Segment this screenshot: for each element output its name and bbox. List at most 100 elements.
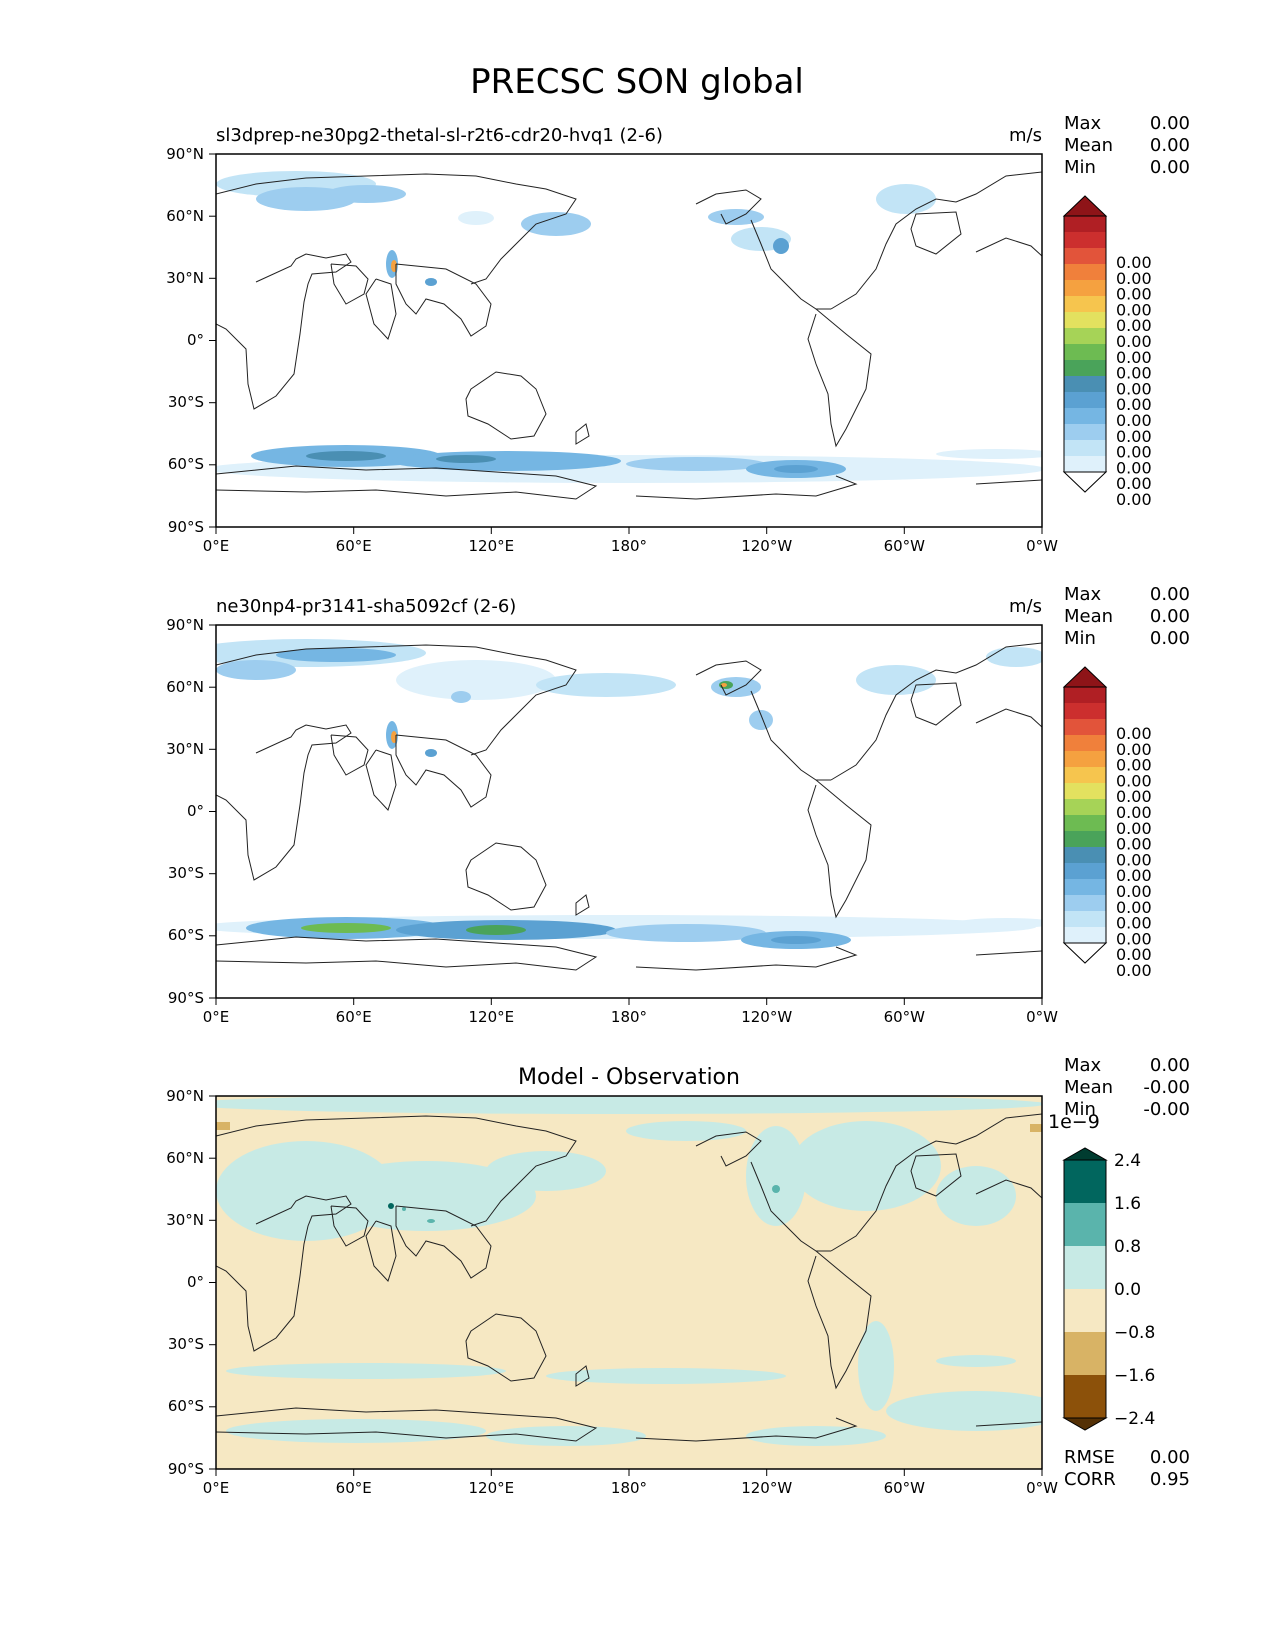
panel-left-title: sl3dprep-ne30pg2-thetal-sl-r2t6-cdr20-hv…	[216, 125, 663, 146]
stat-label: Max	[1064, 1055, 1102, 1076]
colorbar-segment	[1064, 344, 1106, 360]
y-tick-label: 60°S	[168, 926, 204, 944]
colorbar-tick-label: 0.00	[1116, 850, 1152, 869]
colorbar-tick-label: 0.00	[1116, 316, 1152, 335]
colorbar-segment	[1064, 312, 1106, 328]
colorbar-extend-top	[1062, 666, 1108, 688]
panel-reference: ne30np4-pr3141-sha5092cf (2-6) m/s	[166, 584, 1190, 1026]
colorbar-tick-label: 0.00	[1116, 443, 1152, 462]
colorbar-extend-bottom	[1062, 1417, 1108, 1431]
stat-label: CORR	[1064, 1469, 1116, 1490]
coastlines	[216, 642, 1042, 971]
colorbar-tick-label: 0.00	[1116, 740, 1152, 759]
x-tick-label: 120°W	[741, 537, 792, 555]
colorbar-segment	[1064, 216, 1106, 232]
colorbar-segment	[1064, 456, 1106, 472]
colorbar-segment	[1064, 1332, 1106, 1375]
x-tick-label: 0°E	[203, 537, 230, 555]
y-axis: 90°N 60°N 30°N 0° 30°S 60°S 90°S	[166, 1087, 216, 1478]
stat-value: 0.00	[1150, 584, 1190, 605]
stat-value: 0.00	[1150, 1055, 1190, 1076]
colorbar-segment	[1064, 927, 1106, 943]
colorbar-segment	[1064, 440, 1106, 456]
x-tick-label: 180°	[611, 1008, 647, 1026]
colorbar-tick-label: 0.00	[1116, 961, 1152, 980]
colorbar-segment	[1064, 1203, 1106, 1246]
colorbar-segment	[1064, 767, 1106, 783]
y-tick-label: 90°N	[166, 616, 204, 634]
stats-block: Max 0.00 Mean 0.00 Min 0.00	[1064, 113, 1190, 178]
bottom-stats-block: RMSE 0.00 CORR 0.95	[1064, 1447, 1190, 1490]
colorbar-segment	[1064, 264, 1106, 280]
colorbar-segment	[1064, 1160, 1106, 1203]
y-tick-label: 0°	[187, 1273, 204, 1291]
y-tick-label: 60°S	[168, 455, 204, 473]
colorbar-tick-label: −1.6	[1114, 1366, 1155, 1386]
stat-label: Mean	[1064, 1077, 1113, 1098]
colorbar-tick-label: 0.00	[1116, 835, 1152, 854]
figure-title: PRECSC SON global	[470, 62, 804, 102]
stat-value: 0.00	[1150, 628, 1190, 649]
x-tick-label: 0°E	[203, 1479, 230, 1497]
diff-contours	[216, 1096, 1042, 1446]
colorbar-segment	[1064, 360, 1106, 376]
x-tick-label: 120°W	[741, 1008, 792, 1026]
panel-left-title: ne30np4-pr3141-sha5092cf (2-6)	[216, 596, 516, 617]
stats-block: Max 0.00 Mean 0.00 Min 0.00	[1064, 584, 1190, 649]
colorbar-segment	[1064, 376, 1106, 392]
stat-value: 0.00	[1150, 157, 1190, 178]
colorbar-frame	[1063, 1159, 1107, 1419]
colorbar-tick-label: 0.00	[1116, 490, 1152, 509]
colorbar-tick-label: 0.00	[1116, 427, 1152, 446]
colorbar-segment	[1064, 783, 1106, 799]
colorbar: 0.000.000.000.000.000.000.000.000.000.00…	[1062, 666, 1152, 980]
colorbar-tick-label: 0.00	[1116, 756, 1152, 775]
colorbar-segment	[1064, 296, 1106, 312]
y-axis: 90°N 60°N 30°N 0° 30°S 60°S 90°S	[166, 616, 216, 1007]
stat-label: Min	[1064, 157, 1096, 178]
y-tick-label: 90°N	[166, 145, 204, 163]
x-tick-label: 0°W	[1026, 537, 1058, 555]
stat-label: Max	[1064, 584, 1102, 605]
x-axis: 0°E 60°E 120°E 180° 120°W 60°W 0°W	[203, 998, 1058, 1026]
colorbar-segment	[1064, 719, 1106, 735]
colorbar-tick-label: 0.00	[1116, 458, 1152, 477]
colorbar-segment	[1064, 831, 1106, 847]
y-tick-label: 0°	[187, 331, 204, 349]
stat-label: RMSE	[1064, 1447, 1115, 1468]
coastlines	[216, 1113, 1042, 1442]
precip-contours	[216, 639, 1042, 949]
colorbar-segment	[1064, 424, 1106, 440]
x-tick-label: 120°W	[741, 1479, 792, 1497]
colorbar-segment	[1064, 1246, 1106, 1289]
x-tick-label: 60°E	[336, 537, 372, 555]
y-tick-label: 30°N	[166, 269, 204, 287]
colorbar-tick-label: 0.00	[1116, 771, 1152, 790]
colorbar-tick-label: 0.00	[1116, 787, 1152, 806]
y-tick-label: 90°S	[168, 1460, 204, 1478]
diff-hotspots	[216, 1122, 1042, 1223]
y-tick-label: 30°S	[168, 1335, 204, 1353]
colorbar-segment	[1064, 735, 1106, 751]
colorbar-frame	[1063, 215, 1107, 473]
colorbar-tick-label: 0.00	[1116, 379, 1152, 398]
stat-label: Max	[1064, 113, 1102, 134]
stat-value: -0.00	[1143, 1099, 1190, 1120]
colorbar-extend-bottom	[1062, 942, 1108, 964]
panel-center-title: Model - Observation	[518, 1065, 740, 1090]
colorbar-extend-bottom	[1062, 471, 1108, 493]
y-tick-label: 30°N	[166, 740, 204, 758]
panel-units: m/s	[1009, 596, 1042, 617]
colorbar-tick-label: 0.00	[1116, 332, 1152, 351]
colorbar-tick-label: 0.8	[1114, 1237, 1141, 1257]
colorbar-tick-label: 2.4	[1114, 1151, 1141, 1171]
colorbar-segment	[1064, 408, 1106, 424]
coastlines	[216, 171, 1042, 500]
colorbar-scale-label: 1e−9	[1048, 1111, 1100, 1133]
colorbar-tick-label: 0.00	[1116, 945, 1152, 964]
x-tick-label: 0°E	[203, 1008, 230, 1026]
colorbar-tick-label: 0.00	[1116, 348, 1152, 367]
map-area	[216, 1096, 1042, 1469]
x-tick-label: 0°W	[1026, 1479, 1058, 1497]
